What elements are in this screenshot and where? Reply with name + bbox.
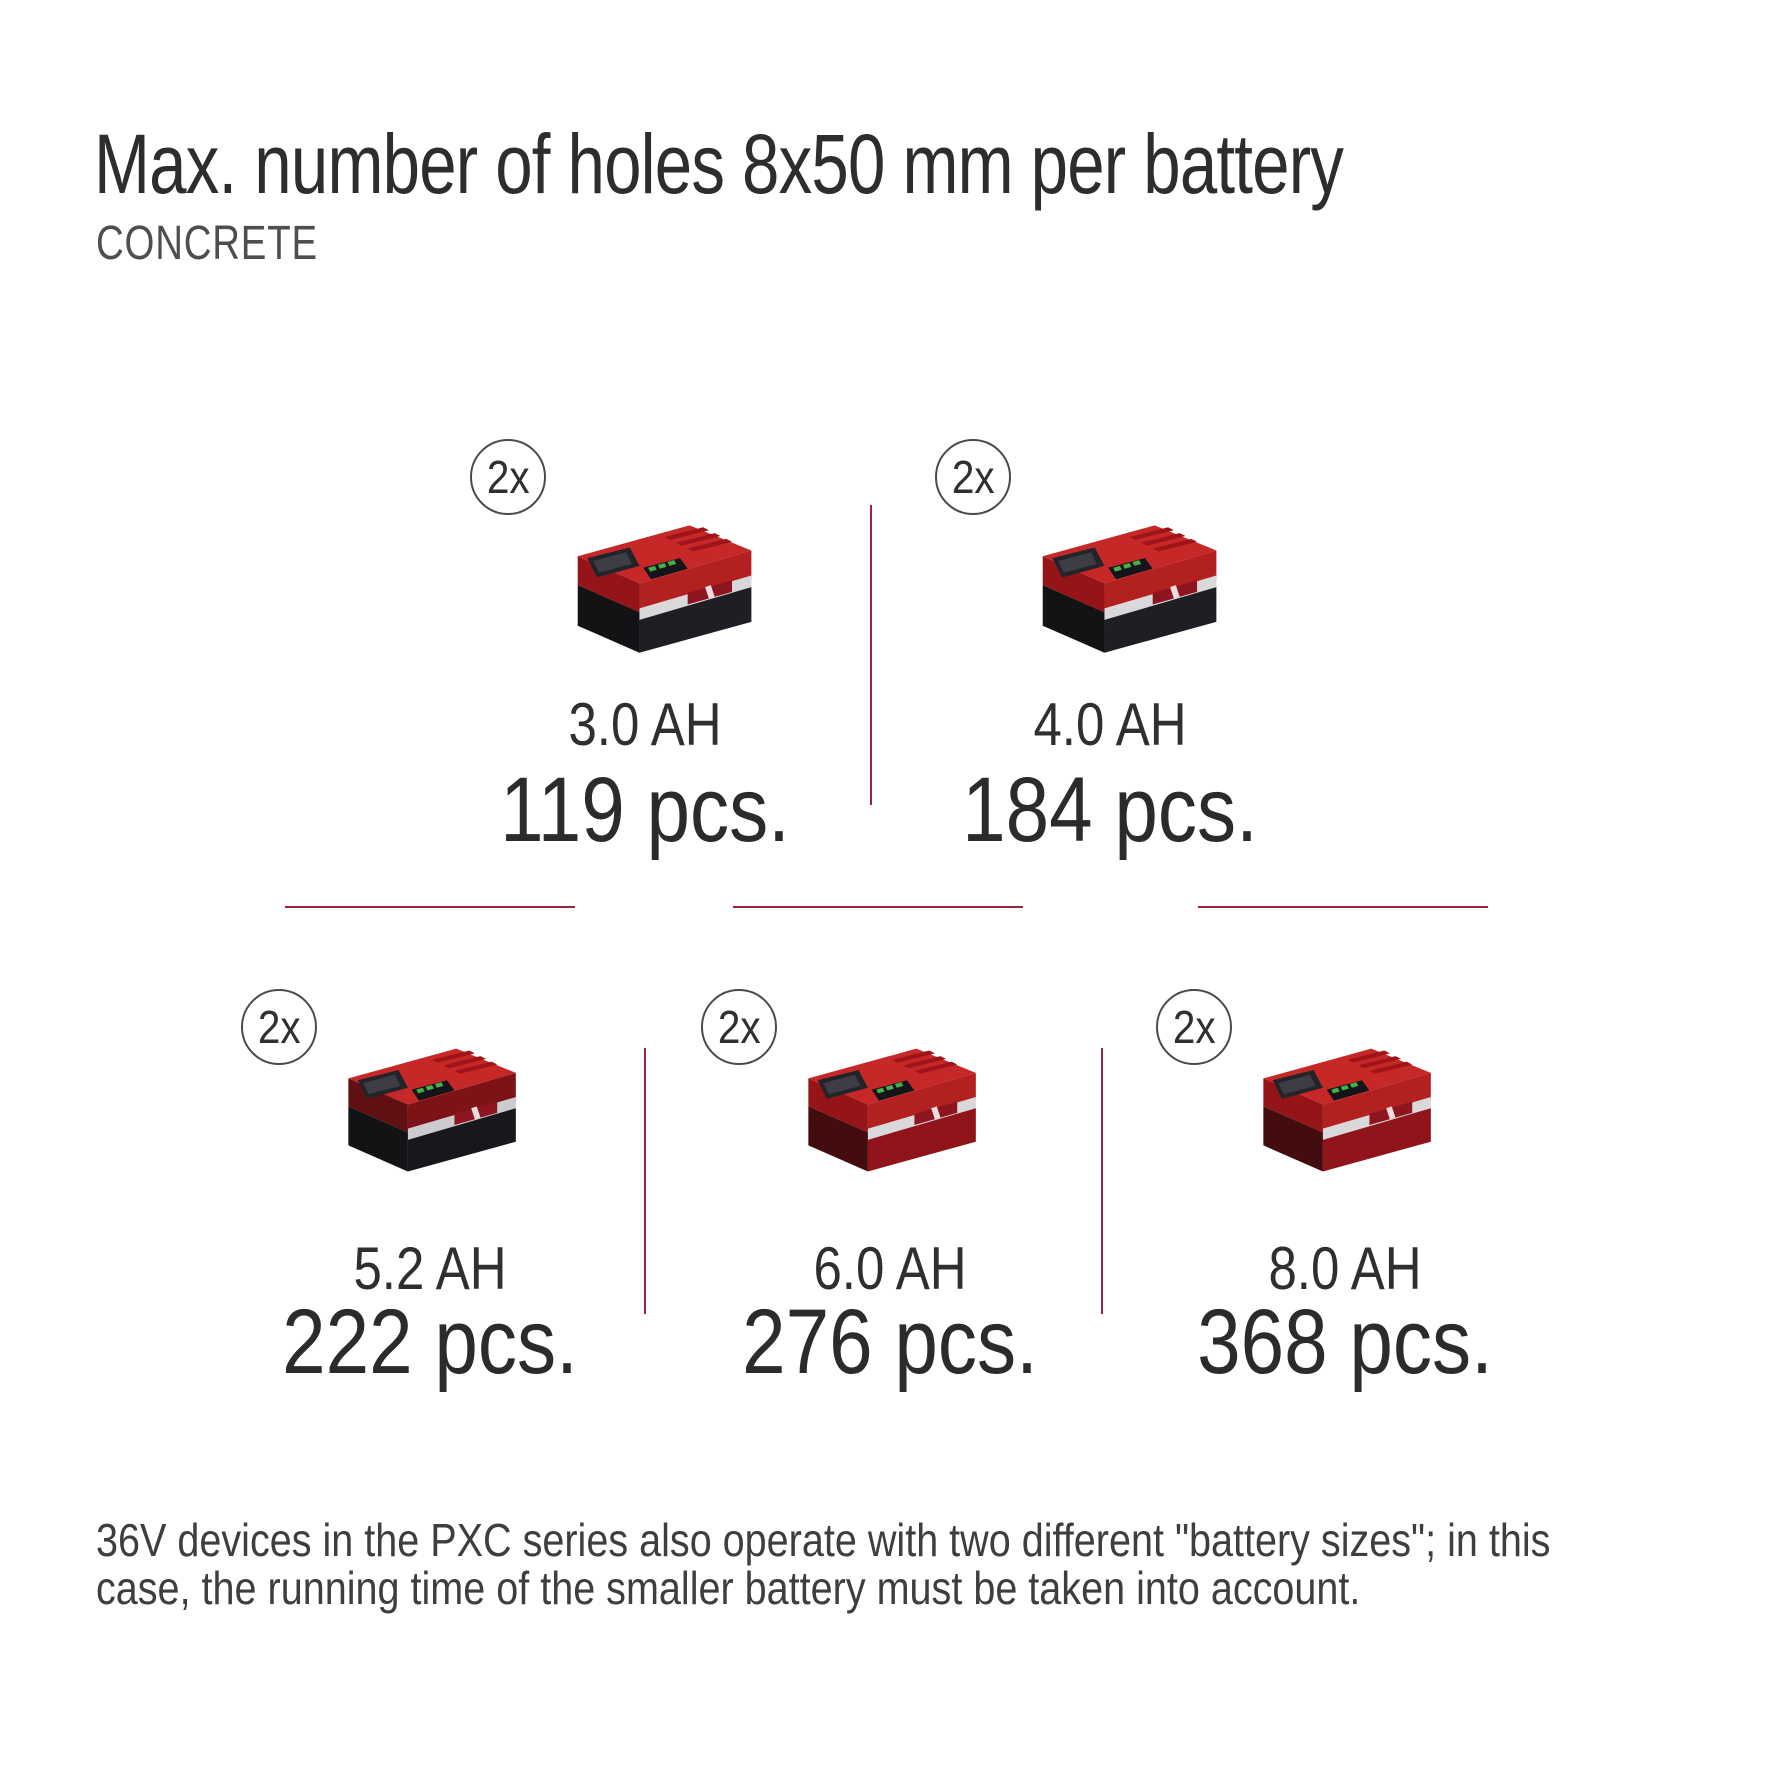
quantity-badge: 2x [701, 989, 777, 1065]
footer-note: 36V devices in the PXC series also opera… [96, 1516, 1550, 1612]
divider-horizontal-3 [1198, 906, 1488, 908]
divider-vertical-row2-left [644, 1048, 646, 1314]
count-label: 119 pcs. [500, 759, 790, 861]
capacity-label: 3.0 AH [568, 691, 722, 758]
battery-icon [540, 508, 764, 672]
quantity-badge-label: 2x [1172, 1001, 1216, 1053]
divider-horizontal-1 [285, 906, 575, 908]
battery-card-4ah: 2x 4.0 AH 184 pcs. [890, 378, 1330, 918]
quantity-badge-label: 2x [717, 1001, 761, 1053]
quantity-badge: 2x [1156, 989, 1232, 1065]
page-title: Max. number of holes 8x50 mm per battery [94, 117, 1344, 211]
quantity-badge-label: 2x [257, 1001, 301, 1053]
footer-note-line2: case, the running time of the smaller ba… [96, 1562, 1361, 1614]
capacity-label: 4.0 AH [1033, 691, 1187, 758]
battery-card-3ah: 2x 3.0 AH 119 pcs. [425, 378, 865, 918]
capacity-label: 5.2 AH [353, 1235, 507, 1302]
count-label: 276 pcs. [742, 1291, 1038, 1393]
battery-card-8ah: 2x 8.0 AH 368 pcs. [1125, 928, 1565, 1468]
quantity-badge: 2x [935, 439, 1011, 515]
count-label: 184 pcs. [962, 759, 1258, 861]
battery-icon [1005, 508, 1229, 672]
battery-icon [313, 1028, 527, 1194]
divider-vertical-row2-right [1101, 1048, 1103, 1314]
quantity-badge: 2x [470, 439, 546, 515]
capacity-label: 6.0 AH [813, 1235, 967, 1302]
quantity-badge-label: 2x [486, 451, 530, 503]
divider-vertical-row1 [870, 505, 872, 805]
count-label: 222 pcs. [282, 1291, 578, 1393]
divider-horizontal-2 [733, 906, 1023, 908]
page-subtitle: CONCRETE [96, 217, 318, 270]
battery-icon [1228, 1028, 1442, 1194]
battery-icon [773, 1028, 987, 1194]
quantity-badge: 2x [241, 989, 317, 1065]
footer-note-line1: 36V devices in the PXC series also opera… [96, 1514, 1551, 1566]
battery-card-5-2ah: 2x 5.2 AH 222 pcs. [210, 928, 650, 1468]
quantity-badge-label: 2x [951, 451, 995, 503]
capacity-label: 8.0 AH [1268, 1235, 1422, 1302]
battery-card-6ah: 2x 6.0 AH 276 pcs. [670, 928, 1110, 1468]
count-label: 368 pcs. [1197, 1291, 1493, 1393]
